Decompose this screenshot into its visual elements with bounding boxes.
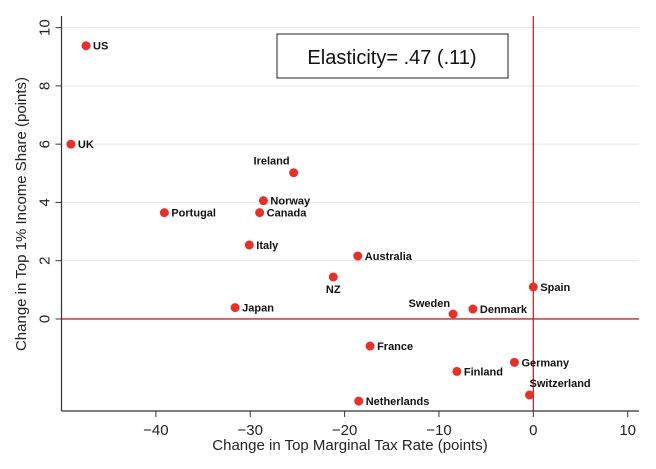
point-marker — [258, 196, 268, 206]
y-tick-label: 0 — [37, 315, 54, 323]
point-marker — [525, 390, 535, 400]
point-label: Norway — [270, 196, 311, 208]
point-marker — [528, 282, 538, 292]
point-marker — [81, 41, 91, 51]
point-label: Spain — [540, 282, 570, 294]
y-tick-label: 10 — [37, 19, 54, 36]
data-point-japan: Japan — [230, 303, 274, 315]
y-tick-label: 8 — [37, 82, 54, 90]
point-marker — [365, 341, 375, 351]
y-tick-label: 4 — [37, 198, 54, 206]
point-marker — [328, 272, 338, 282]
point-label: Sweden — [409, 298, 451, 310]
point-label: Australia — [365, 251, 413, 263]
point-marker — [230, 303, 240, 313]
point-marker — [159, 208, 169, 218]
point-label: Canada — [267, 208, 308, 220]
point-label: Denmark — [480, 304, 528, 316]
point-label: US — [93, 41, 108, 53]
point-label: Netherlands — [366, 396, 430, 408]
x-tick-label: 0 — [529, 422, 537, 439]
data-point-ireland: Ireland — [254, 156, 299, 178]
y-axis-label: Change in Top 1% Income Share (points) — [13, 77, 30, 351]
data-point-switzerland: Switzerland — [525, 378, 591, 400]
point-marker — [353, 251, 363, 261]
x-tick-label: 10 — [619, 422, 636, 439]
data-point-finland: Finland — [452, 366, 503, 378]
point-marker — [452, 366, 462, 376]
point-marker — [468, 304, 478, 314]
x-tick-label: −20 — [332, 422, 357, 439]
point-label: NZ — [326, 284, 341, 296]
elasticity-annotation-box: Elasticity= .47 (.11) — [276, 33, 509, 79]
data-point-uk: UK — [66, 139, 94, 151]
point-label: UK — [78, 139, 94, 151]
point-label: Switzerland — [530, 378, 591, 390]
point-label: France — [377, 341, 413, 353]
x-tick-label: −30 — [237, 422, 262, 439]
point-marker — [289, 168, 299, 178]
point-label: Japan — [242, 303, 274, 315]
axes: 0 2 4 6 8 10 −40 −30 −20 −10 0 10 — [37, 16, 639, 439]
data-point-australia: Australia — [353, 251, 413, 263]
point-label: Ireland — [254, 156, 290, 168]
point-label: Portugal — [171, 208, 216, 220]
data-point-nz: NZ — [326, 272, 341, 296]
data-point-netherlands: Netherlands — [354, 396, 429, 408]
y-tick-label: 6 — [37, 140, 54, 148]
point-marker — [66, 139, 76, 149]
x-tick-label: −10 — [426, 422, 451, 439]
point-label: Finland — [464, 366, 503, 378]
data-point-france: France — [365, 341, 413, 353]
elasticity-annotation: Elasticity= .47 (.11) — [307, 47, 476, 69]
data-point-spain: Spain — [528, 282, 571, 294]
gridlines — [61, 27, 639, 262]
point-marker — [244, 240, 254, 250]
data-point-sweden: Sweden — [409, 298, 458, 319]
point-label: Germany — [521, 357, 570, 369]
point-marker — [255, 208, 265, 218]
point-marker — [354, 396, 364, 406]
data-point-canada: Canada — [255, 208, 307, 220]
x-tick-label: −40 — [143, 422, 168, 439]
point-label: Italy — [256, 240, 279, 252]
data-point-germany: Germany — [509, 357, 570, 369]
data-point-us: US — [81, 41, 108, 53]
x-axis-label: Change in Top Marginal Tax Rate (points) — [212, 437, 487, 454]
point-marker — [509, 357, 519, 367]
reference-lines — [61, 16, 639, 411]
data-point-denmark: Denmark — [468, 304, 528, 316]
data-point-norway: Norway — [258, 196, 311, 208]
point-marker — [448, 309, 458, 319]
data-point-portugal: Portugal — [159, 208, 216, 220]
data-point-italy: Italy — [244, 240, 279, 252]
y-tick-label: 2 — [37, 257, 54, 265]
